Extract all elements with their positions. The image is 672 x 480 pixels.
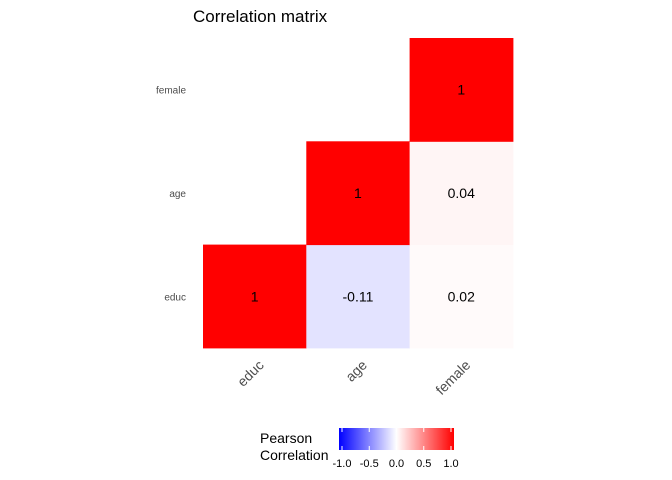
legend-tick-label: -0.5 bbox=[360, 458, 379, 470]
cell-value-label-age-educ: -0.11 bbox=[343, 288, 374, 304]
cell-value-label-female-educ: 0.02 bbox=[448, 288, 475, 304]
legend-tick-label: 0.0 bbox=[389, 458, 404, 470]
legend-title-line-1: Pearson bbox=[260, 430, 312, 446]
x-tick-label-educ: educ bbox=[234, 357, 267, 390]
heatmap-cell-female-educ bbox=[409, 244, 514, 349]
heatmap-cells: 1 -0.11 0.02 1 0.04 1 bbox=[203, 38, 514, 349]
cell-value-label-female-age: 0.04 bbox=[448, 185, 475, 201]
y-tick-label-female: female bbox=[156, 86, 186, 97]
heatmap-cell-female-age bbox=[409, 141, 514, 246]
x-axis-tick-labels: educ age female bbox=[234, 357, 474, 398]
heatmap-cell-age-educ bbox=[306, 244, 411, 349]
x-tick-label-age: age bbox=[342, 357, 370, 385]
chart-title: Correlation matrix bbox=[193, 7, 328, 26]
heatmap-cell-age-age bbox=[306, 141, 411, 246]
legend-tick-label: 0.5 bbox=[416, 458, 431, 470]
legend-tick-label: -1.0 bbox=[333, 458, 352, 470]
legend-color-bar bbox=[339, 428, 454, 450]
y-tick-label-age: age bbox=[169, 189, 186, 200]
heatmap-cell-female-female bbox=[409, 38, 514, 142]
legend-title-line-2: Correlation bbox=[260, 447, 328, 463]
y-axis-tick-labels: educ age female bbox=[156, 86, 186, 304]
cell-value-label-age-age: 1 bbox=[354, 185, 362, 201]
color-legend: Pearson Correlation -1.0 -0.5 0.0 0.5 1.0 bbox=[260, 428, 459, 470]
heatmap-cell-educ-educ bbox=[203, 244, 307, 349]
x-tick-label-female: female bbox=[432, 357, 473, 398]
legend-tick-label: 1.0 bbox=[443, 458, 458, 470]
y-tick-label-educ: educ bbox=[164, 292, 186, 303]
cell-value-label-educ-educ: 1 bbox=[251, 288, 259, 304]
legend-tick-labels: -1.0 -0.5 0.0 0.5 1.0 bbox=[333, 458, 459, 470]
cell-value-label-female-female: 1 bbox=[457, 82, 465, 98]
